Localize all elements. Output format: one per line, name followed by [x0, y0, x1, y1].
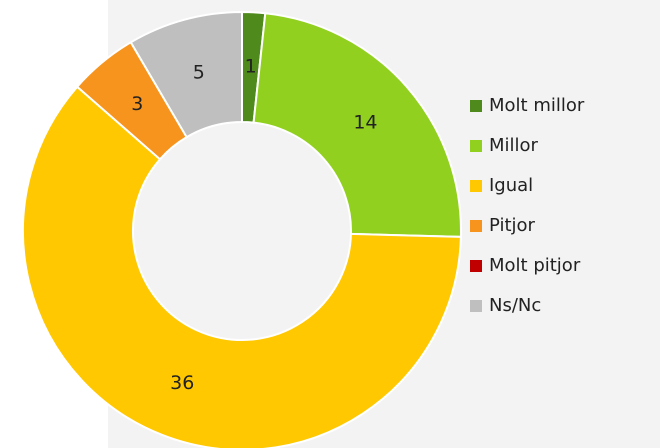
legend-swatch: [470, 300, 482, 312]
legend-swatch: [470, 220, 482, 232]
legend-label: Molt pitjor: [489, 255, 581, 276]
legend-label: Pitjor: [489, 215, 536, 236]
legend-swatch: [470, 140, 482, 152]
legend-label: Igual: [489, 175, 533, 196]
value-label: 14: [353, 112, 377, 134]
legend-swatch: [470, 260, 482, 272]
legend-label: Molt millor: [489, 95, 585, 116]
donut-slice: [252, 12, 462, 238]
legend-label: Ns/Nc: [489, 295, 541, 316]
legend-swatch: [470, 180, 482, 192]
legend-label: Millor: [489, 135, 539, 156]
donut-slice: [129, 10, 243, 139]
legend-swatch: [470, 100, 482, 112]
donut-slice: [22, 85, 462, 448]
value-label: 1: [245, 56, 257, 78]
value-label: 5: [193, 61, 205, 83]
value-label: 36: [170, 372, 194, 394]
value-label: 3: [131, 93, 143, 115]
